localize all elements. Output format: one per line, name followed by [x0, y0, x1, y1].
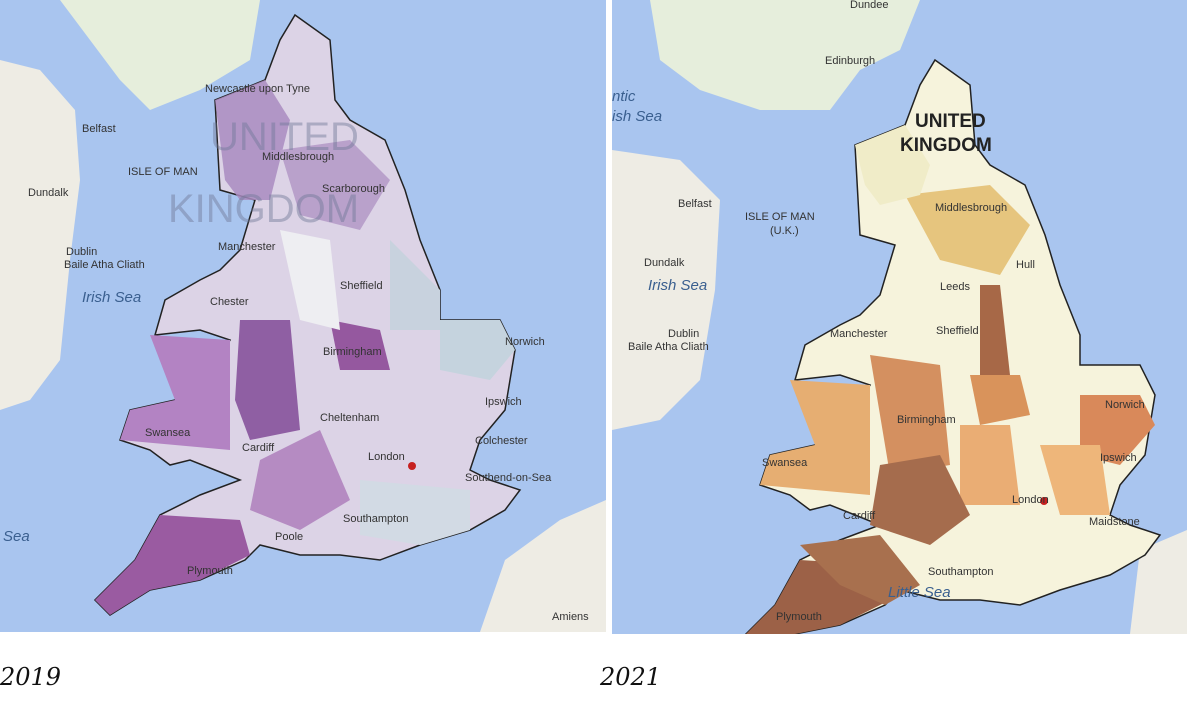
place-label: Dublin	[668, 328, 699, 340]
place-label: ISLE OF MAN	[128, 166, 198, 178]
place-label: Ipswich	[1100, 452, 1137, 464]
place-label: Swansea	[762, 457, 808, 469]
caption: 2021	[599, 663, 661, 691]
map-2019: Newcastle upon Tyne UNITED KINGDOM Belfast I…	[0, 0, 606, 632]
place-label: Dublin	[66, 246, 97, 258]
place-label: Dundee	[850, 0, 889, 11]
place-label: ic Sea	[0, 528, 30, 545]
place-label: Sheffield	[936, 325, 979, 337]
place-label: KINGDOM	[900, 135, 992, 156]
place-label: Amiens	[552, 611, 589, 623]
place-label: Newcastle upon Tyne	[205, 83, 310, 95]
place-label: Manchester	[830, 328, 888, 340]
place-label: ish Sea	[612, 108, 662, 125]
place-label: Baile Atha Cliath	[64, 259, 145, 271]
place-label: Dundalk	[28, 187, 69, 199]
place-label: ntic	[612, 88, 636, 105]
place-label: KINGDOM	[168, 187, 359, 231]
place-label: Irish Sea	[82, 289, 141, 306]
place-label: Colchester	[475, 435, 528, 447]
place-label: Hull	[1016, 259, 1035, 271]
place-label: UNITED	[915, 111, 986, 132]
place-label: Edinburgh	[825, 55, 875, 67]
place-label: Cardiff	[242, 442, 275, 454]
place-label: Norwich	[505, 336, 545, 348]
place-label: Poole	[275, 531, 303, 543]
place-label: Cardiff	[843, 510, 876, 522]
place-label: Leeds	[940, 281, 970, 293]
place-label: Southampton	[343, 513, 408, 525]
place-label: Birmingham	[323, 346, 382, 358]
place-label: Plymouth	[187, 565, 233, 577]
place-label: Ipswich	[485, 396, 522, 408]
place-label: Middlesbrough	[935, 202, 1007, 214]
place-label: Irish Sea	[648, 277, 707, 294]
place-label: Plymouth	[776, 611, 822, 623]
place-label: Cheltenham	[320, 412, 379, 424]
place-label: Southend-on-Sea	[465, 472, 552, 484]
place-label: Dundalk	[644, 257, 685, 269]
place-label: Belfast	[82, 123, 116, 135]
place-label: Scarborough	[322, 183, 385, 195]
caption: 2019	[0, 663, 61, 691]
place-label: Birmingham	[897, 414, 956, 426]
place-label: (U.K.)	[770, 225, 799, 237]
place-label: ISLE OF MAN	[745, 211, 815, 223]
place-label: Southampton	[928, 566, 993, 578]
place-label: Manchester	[218, 241, 276, 253]
place-label: Maidstone	[1089, 516, 1140, 528]
place-label: Swansea	[145, 427, 191, 439]
place-label: Norwich	[1105, 399, 1145, 411]
place-label: Sheffield	[340, 280, 383, 292]
place-label: London	[1012, 494, 1049, 506]
place-label: Baile Atha Cliath	[628, 341, 709, 353]
place-label: London	[368, 451, 405, 463]
place-label: Middlesbrough	[262, 151, 334, 163]
place-label: Belfast	[678, 198, 712, 210]
place-label: Little Sea	[888, 584, 951, 601]
place-label: UNITED	[210, 115, 359, 159]
place-label: Chester	[210, 296, 249, 308]
map-2021: Dundee Edinburgh ntic ish Sea UNITED KINGDOM B…	[612, 0, 1187, 634]
